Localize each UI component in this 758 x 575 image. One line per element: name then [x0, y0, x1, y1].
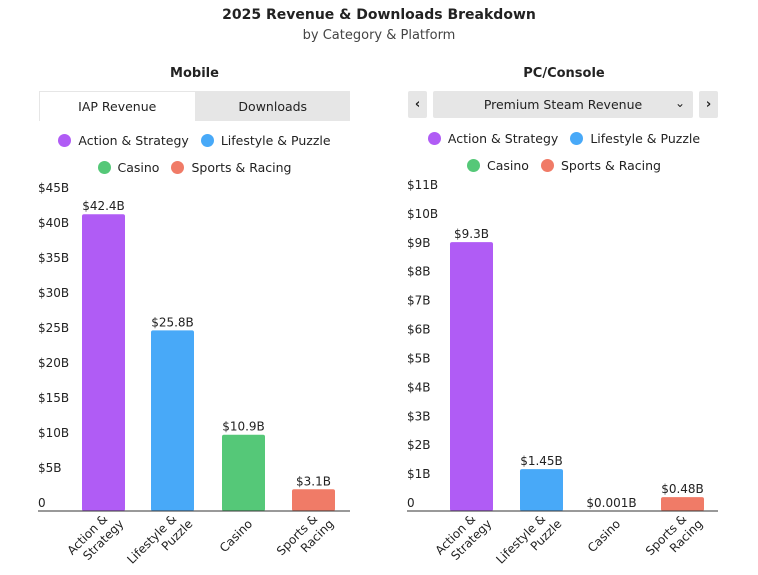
y-tick-label: $1B [407, 467, 431, 481]
mobile-panel-title: Mobile [170, 66, 219, 81]
x-tick-label: Action &Strategy [64, 506, 126, 568]
x-tick-label: Action &Strategy [432, 506, 494, 568]
legend-dot-icon [467, 159, 480, 172]
bar [151, 330, 194, 511]
y-tick-label: $45B [38, 181, 69, 195]
x-tick-label: Lifestyle &Puzzle [493, 506, 564, 575]
legend-dot-icon [97, 161, 111, 174]
legend-dot-icon [171, 161, 185, 174]
y-tick-label: $20B [38, 356, 69, 370]
y-tick-label: 0 [38, 496, 46, 510]
legend-item[interactable]: Casino [97, 155, 160, 180]
y-tick-label: $5B [38, 461, 62, 475]
legend-dot-icon [570, 132, 584, 145]
bar [450, 242, 493, 512]
chart-title: 2025 Revenue & Downloads Breakdown [222, 7, 536, 23]
bar [292, 489, 335, 511]
y-tick-label: $10B [38, 426, 69, 440]
data-label: $9.3B [454, 227, 489, 241]
y-tick-label: $9B [407, 236, 431, 250]
chevron-right-icon: › [705, 97, 712, 112]
y-tick-label: $4B [407, 380, 431, 394]
data-label: $3.1B [296, 474, 331, 488]
legend-label: Casino [487, 158, 529, 173]
legend-item[interactable]: Action & Strategy [58, 128, 189, 153]
bar [661, 497, 704, 511]
y-tick-label: $6B [407, 323, 431, 337]
legend-item[interactable]: Lifestyle & Puzzle [200, 128, 331, 153]
metric-select[interactable]: Premium Steam Revenue ⌄ [433, 91, 693, 118]
y-tick-label: $5B [407, 351, 431, 365]
legend-dot-icon [540, 159, 554, 172]
tab-iap-revenue[interactable]: IAP Revenue [39, 91, 196, 121]
bar [222, 434, 265, 511]
legend-dot-icon [427, 132, 441, 145]
y-tick-label: $8B [407, 265, 431, 279]
data-label: $1.45B [520, 454, 563, 468]
mobile-tabs: IAP Revenue Downloads [39, 91, 350, 121]
legend-label: Lifestyle & Puzzle [220, 133, 331, 148]
prev-button[interactable]: ‹ [408, 91, 427, 118]
y-tick-label: $40B [38, 216, 69, 230]
legend-label: Sports & Racing [191, 160, 292, 175]
y-tick-label: $35B [38, 251, 69, 265]
data-label: $42.4B [82, 199, 125, 213]
legend-item[interactable]: Action & Strategy [427, 126, 559, 151]
mobile-legend: Action & Strategy Lifestyle & Puzzle Casin… [39, 128, 350, 182]
data-label: $10.9B [222, 420, 265, 434]
legend-label: Action & Strategy [447, 131, 559, 146]
metric-select-value: Premium Steam Revenue [483, 97, 643, 112]
legend-label: Casino [117, 160, 160, 175]
x-tick-label: Casino [217, 517, 255, 555]
legend-label: Lifestyle & Puzzle [590, 131, 701, 146]
data-label: $25.8B [151, 315, 194, 329]
legend-item[interactable]: Casino [467, 153, 529, 178]
legend-label: Sports & Racing [560, 158, 661, 173]
y-tick-label: $7B [407, 294, 431, 308]
y-tick-label: $2B [407, 438, 431, 452]
next-button[interactable]: › [699, 91, 718, 118]
x-tick-label: Sports &Racing [274, 506, 337, 569]
chevron-left-icon: ‹ [414, 97, 421, 112]
x-tick-label: Sports &Racing [643, 506, 706, 569]
bar [82, 214, 125, 511]
y-tick-label: $10B [407, 207, 438, 221]
bar [520, 469, 563, 511]
x-tick-label: Lifestyle &Puzzle [124, 506, 195, 575]
y-tick-label: $25B [38, 321, 69, 335]
pc-legend: Action & Strategy Lifestyle & Puzzle Casin… [409, 126, 719, 180]
tab-downloads[interactable]: Downloads [238, 98, 308, 114]
chevron-down-icon: ⌄ [674, 96, 685, 110]
data-label: $0.001B [586, 496, 636, 510]
pc-panel-title: PC/Console [523, 66, 605, 81]
legend-dot-icon [58, 134, 72, 147]
data-label: $0.48B [661, 482, 704, 496]
legend-item[interactable]: Sports & Racing [171, 155, 292, 180]
x-tick-label: Casino [585, 517, 623, 555]
y-tick-label: $3B [407, 409, 431, 423]
legend-dot-icon [200, 134, 214, 147]
y-tick-label: 0 [407, 496, 415, 510]
y-tick-label: $11B [407, 178, 438, 192]
legend-label: Action & Strategy [78, 133, 189, 148]
y-tick-label: $30B [38, 286, 69, 300]
chart-subtitle: by Category & Platform [302, 28, 456, 43]
legend-item[interactable]: Sports & Racing [540, 153, 661, 178]
y-tick-label: $15B [38, 391, 69, 405]
legend-item[interactable]: Lifestyle & Puzzle [570, 126, 700, 151]
